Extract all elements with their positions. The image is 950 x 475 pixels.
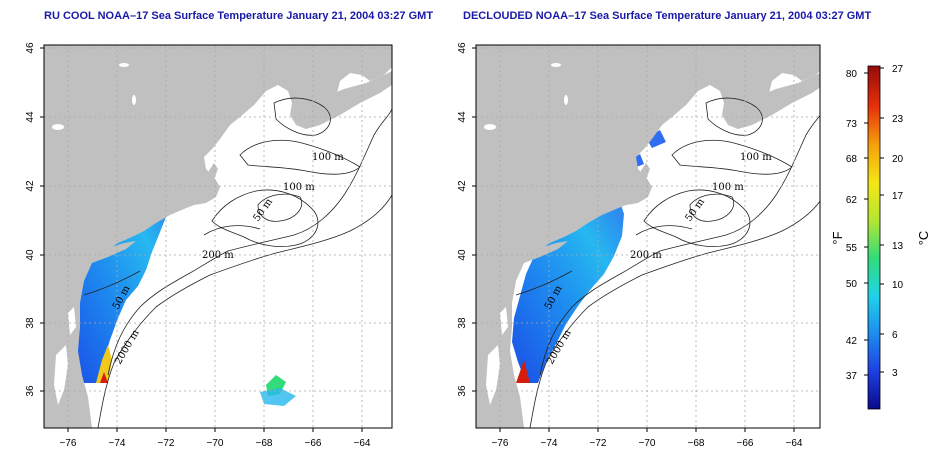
left-y-axis [40, 47, 44, 392]
right-x-tick-labels: −76 −74 −72 −70 −68 −66 −64 [492, 438, 803, 449]
fahrenheit-tick: 42 [846, 336, 858, 347]
celsius-tick: 17 [892, 191, 904, 202]
right-map-frame [475, 44, 821, 429]
lat-tick-label: 40 [25, 249, 36, 261]
fahrenheit-unit-label: °F [830, 231, 845, 244]
right-x-axis [499, 428, 795, 432]
fahrenheit-tick: 73 [846, 119, 858, 130]
lat-tick-label: 38 [457, 317, 468, 329]
lon-tick-label: −74 [109, 438, 126, 449]
left-x-axis [67, 428, 363, 432]
fahrenheit-tick: 68 [846, 154, 858, 165]
celsius-tick: 10 [892, 280, 904, 291]
lon-tick-label: −64 [786, 438, 803, 449]
lat-tick-label: 36 [25, 385, 36, 397]
lon-tick-label: −66 [305, 438, 322, 449]
fahrenheit-tick-labels: 80 73 68 62 55 50 42 37 [846, 69, 858, 382]
lat-tick-label: 42 [457, 180, 468, 192]
right-grid [476, 45, 820, 428]
lat-tick-label: 42 [25, 180, 36, 192]
fahrenheit-tick: 37 [846, 371, 858, 382]
colorbar-scale [867, 65, 881, 410]
lon-tick-label: −70 [639, 438, 656, 449]
lat-tick-label: 46 [25, 42, 36, 54]
celsius-tick-labels: 27 23 20 17 13 10 6 3 [892, 64, 904, 379]
contour-label: 200 m [630, 250, 662, 261]
contour-label: 100 m [312, 152, 344, 163]
celsius-tick: 20 [892, 154, 904, 165]
lon-tick-label: −70 [207, 438, 224, 449]
left-x-tick-labels: −76 −74 −72 −70 −68 −66 −64 [60, 438, 371, 449]
celsius-tick: 27 [892, 64, 904, 75]
fahrenheit-tick: 55 [846, 243, 858, 254]
lon-tick-label: −72 [158, 438, 175, 449]
colorbar-ticks [864, 67, 884, 376]
lat-tick-label: 38 [25, 317, 36, 329]
right-map-panel [476, 45, 820, 428]
lon-tick-label: −68 [256, 438, 273, 449]
lon-tick-label: −74 [541, 438, 558, 449]
lat-tick-label: 44 [25, 111, 36, 123]
lon-tick-label: −76 [60, 438, 77, 449]
fahrenheit-tick: 80 [846, 69, 858, 80]
fahrenheit-tick: 50 [846, 279, 858, 290]
celsius-tick: 3 [892, 368, 898, 379]
lat-tick-label: 44 [457, 111, 468, 123]
left-grid [44, 45, 392, 428]
celsius-tick: 23 [892, 114, 904, 125]
lon-tick-label: −66 [737, 438, 754, 449]
lon-tick-label: −64 [354, 438, 371, 449]
celsius-tick: 6 [892, 330, 898, 341]
celsius-tick: 13 [892, 241, 904, 252]
colorbar: 80 73 68 62 55 50 42 37 27 23 20 17 13 1… [830, 64, 931, 410]
lon-tick-label: −68 [688, 438, 705, 449]
left-panel-title: RU COOL NOAA–17 Sea Surface Temperature … [44, 10, 434, 22]
lon-tick-label: −76 [492, 438, 509, 449]
right-y-tick-labels: 36 38 40 42 44 46 [457, 42, 468, 397]
lat-tick-label: 36 [457, 385, 468, 397]
contour-label: 200 m [202, 250, 234, 261]
contour-label: 100 m [712, 182, 744, 193]
lon-tick-label: −72 [590, 438, 607, 449]
left-y-tick-labels: 36 38 40 42 44 46 [25, 42, 36, 397]
lat-tick-label: 40 [457, 249, 468, 261]
lat-tick-label: 46 [457, 42, 468, 54]
fahrenheit-tick: 62 [846, 195, 858, 206]
contour-label: 100 m [740, 152, 772, 163]
right-panel-title: DECLOUDED NOAA–17 Sea Surface Temperatur… [463, 10, 872, 22]
left-map-panel [44, 45, 392, 428]
right-y-axis [472, 47, 476, 392]
contour-label: 100 m [283, 182, 315, 193]
celsius-unit-label: °C [916, 231, 931, 246]
left-map-frame [43, 44, 393, 429]
